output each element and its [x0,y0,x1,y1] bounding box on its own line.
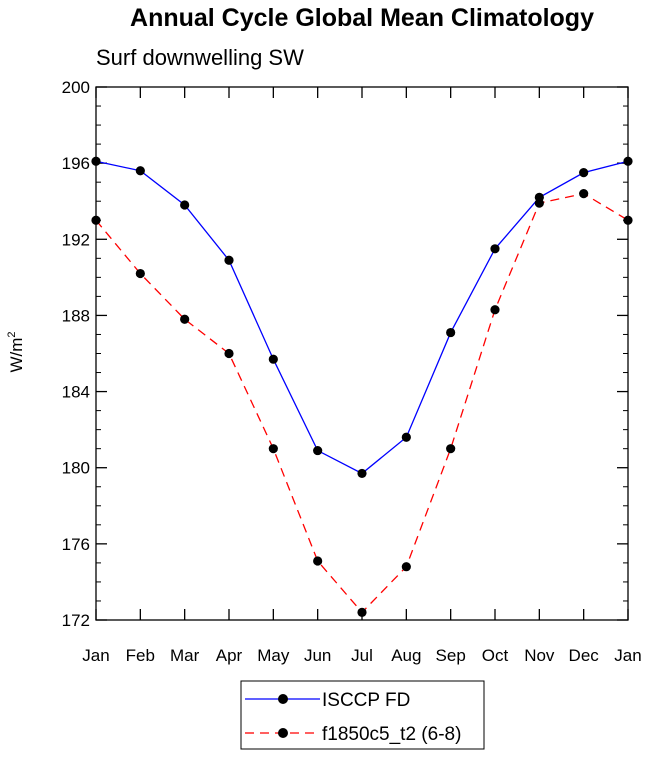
x-tick-label-4: May [257,646,290,665]
data-point-s1-0 [91,215,101,225]
data-point-s1-1 [135,268,145,279]
data-point-s0-12 [623,156,633,166]
data-point-s0-0 [91,156,101,166]
legend-marker-1 [278,728,288,738]
data-point-s0-5 [313,445,323,456]
plot-area: 172 176 180 184 188 192 196 200 Jan Feb Mar Apr May J… [62,78,642,665]
data-point-s0-3 [224,255,234,265]
data-point-s1-7 [401,562,411,572]
legend-label-1: f1850c5_t2 (6-8) [322,724,461,745]
data-point-s0-11 [579,168,589,178]
x-tick-label-9: Oct [482,646,509,665]
y-tick-label-1: 176 [62,535,90,554]
y-tick-label-2: 180 [62,459,90,478]
data-point-s0-7 [401,432,411,442]
x-tick-label-2: Mar [170,646,200,665]
legend-label-0: ISCCP FD [322,690,410,711]
data-point-s1-5 [313,556,323,566]
y-tick-label-4: 188 [62,306,90,325]
x-tick-label-6: Jul [351,646,373,665]
data-point-s0-6 [357,468,367,479]
y-tick-label-5: 192 [62,230,90,249]
data-point-s0-4 [268,354,278,364]
x-tick-label-3: Apr [216,646,243,665]
data-point-s1-6 [357,607,367,617]
y-tick-label-6: 196 [62,154,90,173]
data-point-s1-2 [180,314,190,324]
plot-frame [95,86,629,621]
y-axis-label-superscript: 2 [6,331,18,337]
data-point-s1-8 [446,444,456,454]
data-point-s0-1 [135,166,145,176]
legend-entry-0: ISCCP FD [245,690,410,711]
x-tick-label-10: Nov [524,646,555,665]
data-point-s1-4 [268,444,278,454]
data-point-s1-9 [490,305,500,315]
x-tick-label-5: Jun [304,646,331,665]
y-tick-label-0: 172 [62,611,90,630]
x-tick-label-1: Feb [126,646,155,665]
data-point-s1-10 [534,198,544,208]
y-axis-label: W/m2 [6,331,26,372]
chart-subtitle: Surf downwelling SW [96,45,304,70]
chart-title: Annual Cycle Global Mean Climatology [130,4,594,32]
series-line-0 [95,160,629,475]
legend: ISCCP FD f1850c5_t2 (6-8) [240,680,485,750]
x-tick-label-12: Jan [614,646,641,665]
legend-entry-1: f1850c5_t2 (6-8) [245,724,461,745]
data-point-s1-12 [623,215,633,225]
data-point-s0-2 [180,200,190,210]
x-tick-label-7: Aug [391,646,421,665]
data-point-s1-11 [579,189,589,199]
legend-marker-0 [278,694,288,704]
x-tick-label-11: Dec [569,646,600,665]
x-tick-label-8: Sep [436,646,466,665]
y-axis-label-text: W/m [7,338,26,373]
data-point-s0-8 [446,327,456,338]
series-line-1 [95,192,629,614]
data-point-s0-9 [490,244,500,254]
data-point-s1-3 [224,348,234,359]
y-tick-label-7: 200 [62,78,90,97]
y-tick-label-3: 184 [62,383,90,402]
x-tick-label-0: Jan [82,646,109,665]
